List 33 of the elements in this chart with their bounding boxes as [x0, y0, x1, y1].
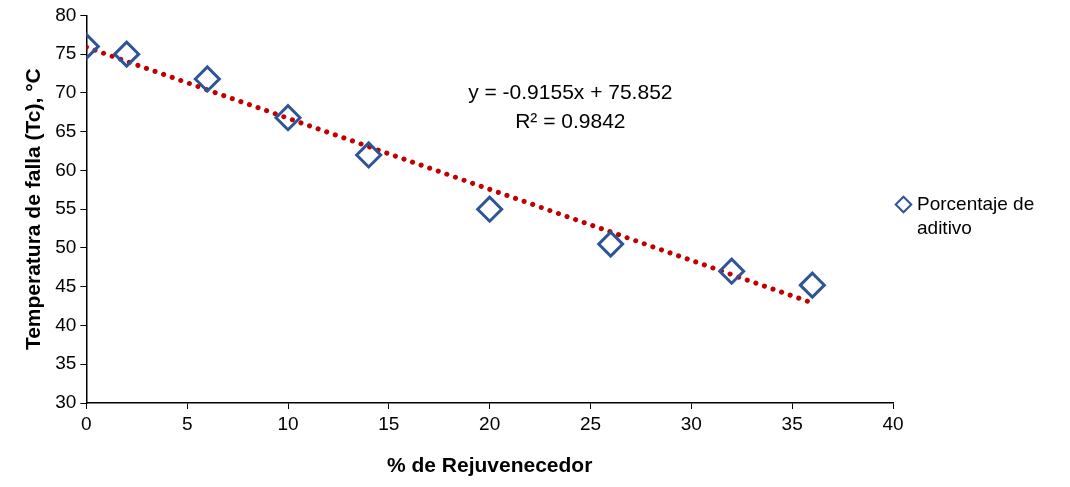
y-tick-label: 30	[55, 391, 77, 413]
legend-label: Porcentaje de aditivo	[917, 192, 1036, 240]
y-tick-label: 45	[55, 274, 77, 296]
point	[597, 230, 625, 258]
x-tick-label: 0	[81, 412, 92, 434]
x-axis-title: % de Rejuvenecedor	[386, 453, 593, 477]
y-tick-label: 40	[55, 313, 77, 335]
y-tick-label: 50	[55, 236, 77, 258]
point	[355, 141, 383, 169]
y-tick-label: 55	[55, 197, 77, 219]
x-tick-label: 40	[882, 412, 904, 434]
y-tick-label: 80	[55, 3, 77, 25]
point	[113, 40, 141, 68]
point	[193, 65, 221, 93]
x-tick-label: 30	[680, 412, 702, 434]
point	[718, 257, 746, 285]
y-tick-label: 60	[55, 158, 77, 180]
y-tick-label: 75	[55, 42, 77, 64]
x-tick-label: 15	[378, 412, 400, 434]
y-tick-label: 65	[55, 119, 77, 141]
x-tick-label: 35	[781, 412, 803, 434]
x-tick-label: 20	[479, 412, 501, 434]
point	[798, 271, 826, 299]
x-tick-label: 5	[181, 412, 193, 434]
y-axis-title: Temperatura de falla (Tc), °C	[21, 68, 45, 351]
x-tick-label: 10	[277, 412, 299, 434]
y-tick-label: 35	[55, 352, 77, 374]
x-tick-label: 25	[579, 412, 602, 434]
y-tick-label: 70	[55, 81, 77, 103]
annotation: y = -0.9155x + 75.852	[468, 80, 673, 104]
annotation: R² = 0.9842	[515, 109, 626, 133]
point	[476, 195, 504, 223]
point	[274, 104, 302, 132]
